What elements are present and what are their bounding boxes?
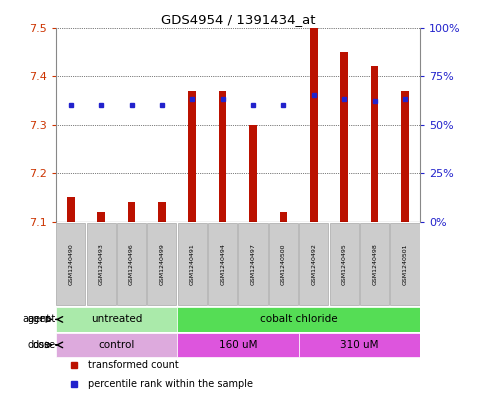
- Bar: [249, 125, 257, 222]
- FancyBboxPatch shape: [177, 307, 420, 332]
- Text: GSM1240493: GSM1240493: [99, 243, 104, 285]
- Text: GSM1240500: GSM1240500: [281, 243, 286, 285]
- Bar: [310, 28, 318, 222]
- Text: GSM1240498: GSM1240498: [372, 243, 377, 285]
- Text: agent: agent: [23, 314, 51, 325]
- FancyBboxPatch shape: [117, 223, 146, 305]
- FancyBboxPatch shape: [239, 223, 268, 305]
- Text: GSM1240499: GSM1240499: [159, 243, 164, 285]
- Text: GSM1240491: GSM1240491: [190, 243, 195, 285]
- Text: GSM1240496: GSM1240496: [129, 243, 134, 285]
- Bar: [401, 91, 409, 222]
- Text: GSM1240501: GSM1240501: [402, 243, 408, 285]
- FancyBboxPatch shape: [56, 307, 177, 332]
- Text: GSM1240490: GSM1240490: [68, 243, 73, 285]
- Title: GDS4954 / 1391434_at: GDS4954 / 1391434_at: [161, 13, 315, 26]
- FancyBboxPatch shape: [360, 223, 389, 305]
- Text: agent: agent: [28, 314, 56, 325]
- FancyBboxPatch shape: [177, 333, 298, 357]
- Bar: [341, 52, 348, 222]
- Text: dose: dose: [28, 340, 51, 350]
- Text: GSM1240494: GSM1240494: [220, 243, 225, 285]
- Bar: [219, 91, 227, 222]
- FancyBboxPatch shape: [86, 223, 116, 305]
- FancyBboxPatch shape: [330, 223, 359, 305]
- Bar: [67, 197, 74, 222]
- FancyBboxPatch shape: [178, 223, 207, 305]
- Bar: [280, 212, 287, 222]
- FancyBboxPatch shape: [208, 223, 237, 305]
- Text: GSM1240497: GSM1240497: [251, 243, 256, 285]
- Bar: [371, 66, 378, 222]
- FancyBboxPatch shape: [298, 333, 420, 357]
- Bar: [98, 212, 105, 222]
- FancyBboxPatch shape: [56, 223, 85, 305]
- FancyBboxPatch shape: [299, 223, 328, 305]
- Text: untreated: untreated: [91, 314, 142, 325]
- Bar: [158, 202, 166, 222]
- Text: control: control: [98, 340, 134, 350]
- Text: GSM1240492: GSM1240492: [312, 243, 316, 285]
- Text: cobalt chloride: cobalt chloride: [260, 314, 338, 325]
- FancyBboxPatch shape: [56, 333, 177, 357]
- FancyBboxPatch shape: [269, 223, 298, 305]
- Text: percentile rank within the sample: percentile rank within the sample: [88, 379, 254, 389]
- Text: 160 uM: 160 uM: [219, 340, 257, 350]
- FancyBboxPatch shape: [147, 223, 176, 305]
- Text: transformed count: transformed count: [88, 360, 179, 370]
- FancyBboxPatch shape: [390, 223, 420, 305]
- Text: dose: dose: [32, 340, 56, 350]
- Text: 310 uM: 310 uM: [340, 340, 379, 350]
- Text: GSM1240495: GSM1240495: [342, 243, 347, 285]
- Bar: [188, 91, 196, 222]
- Bar: [128, 202, 135, 222]
